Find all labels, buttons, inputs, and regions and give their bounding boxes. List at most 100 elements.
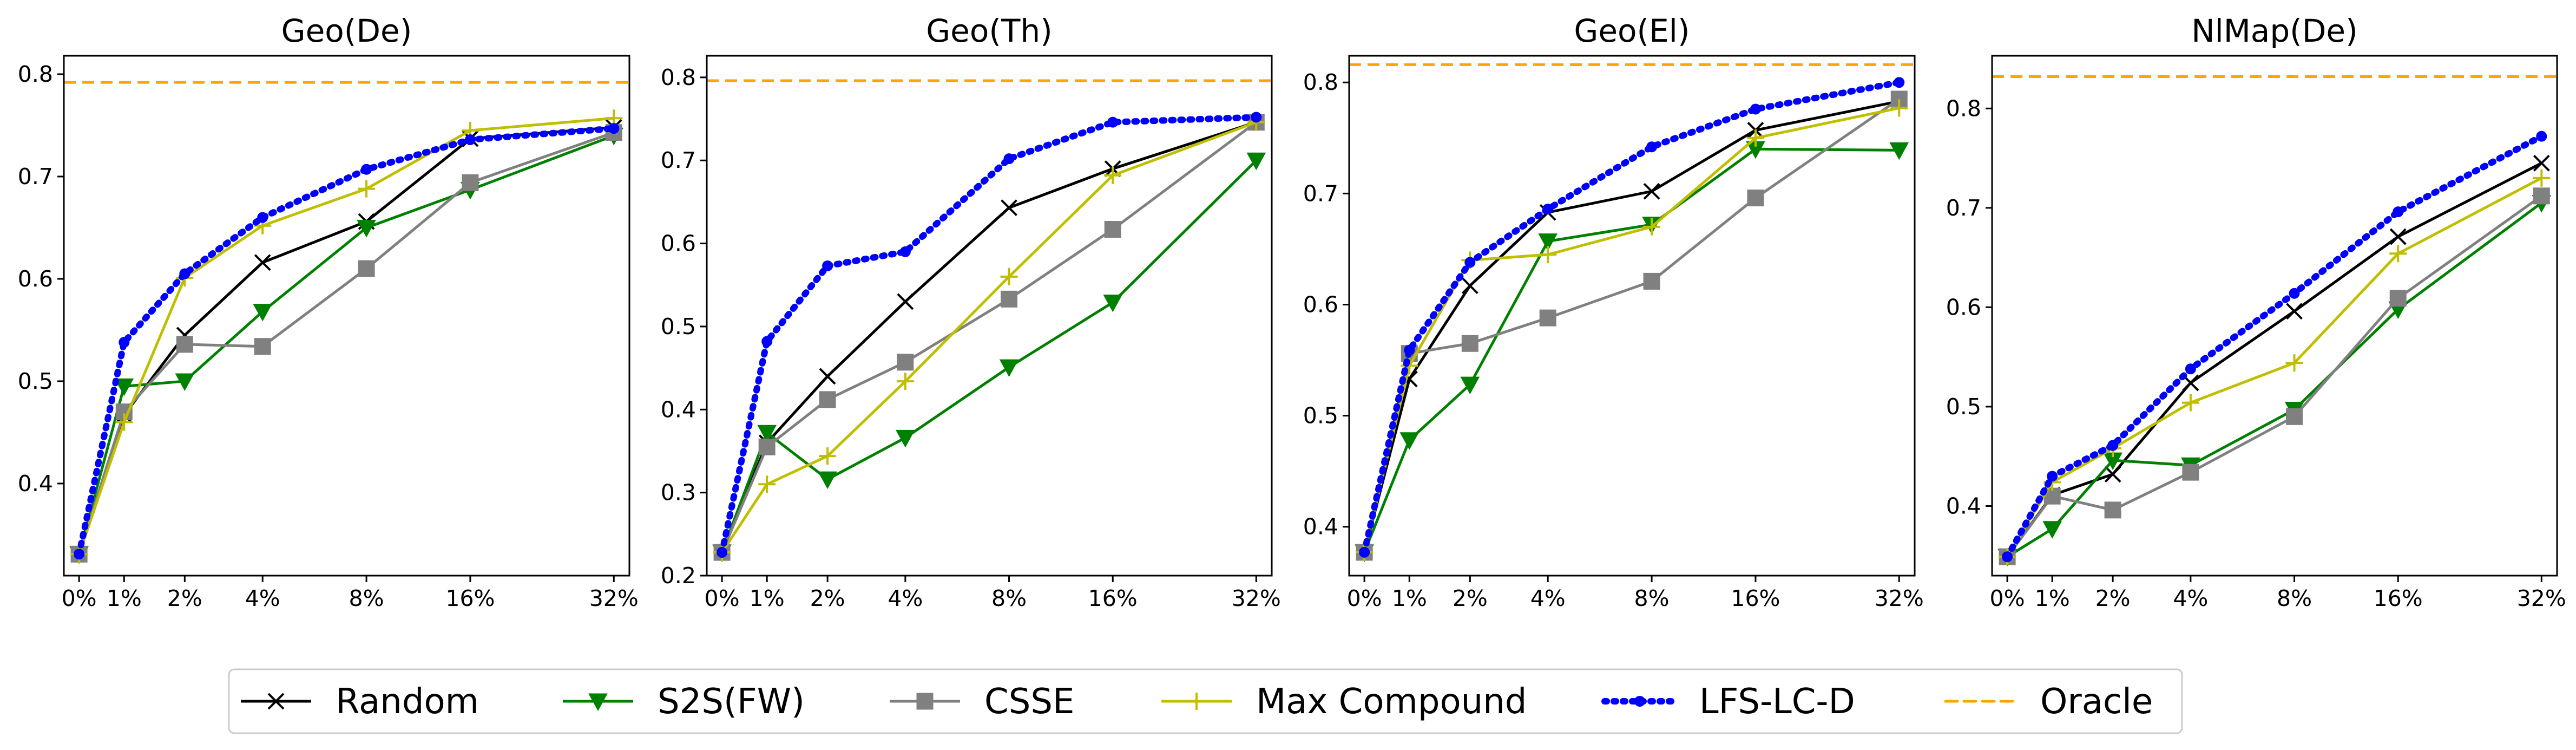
series-lfs-lc-d	[74, 123, 620, 560]
plot-frame	[706, 55, 1273, 577]
series-lfs-lc-d	[717, 112, 1262, 558]
data-point	[2393, 206, 2404, 218]
data-point	[1003, 153, 1015, 165]
data-point	[1461, 335, 1478, 352]
data-point	[175, 373, 195, 391]
data-point	[1538, 233, 1558, 251]
data-point	[758, 475, 776, 493]
data-point	[1643, 272, 1660, 290]
chart-panel-geo-de: Geo(De) 0% 1% 2% 4% 8% 16% 32% 0.4 0.5 0.6 0.7 0.8	[18, 12, 639, 611]
x-tick-label: 8%	[1634, 585, 1670, 611]
data-point	[464, 134, 476, 145]
data-point	[2181, 394, 2199, 412]
x-tick-label: 0%	[62, 585, 97, 611]
data-point	[2533, 187, 2550, 205]
y-axis: 0.2 0.3 0.4 0.5 0.6 0.7 0.8	[661, 64, 707, 589]
y-tick-label: 0.5	[1303, 403, 1338, 429]
data-point	[1460, 376, 1480, 395]
legend-marker	[588, 693, 608, 712]
series-max-compound	[70, 109, 623, 563]
data-point	[2002, 551, 2013, 563]
y-tick-label: 0.5	[18, 368, 53, 394]
x-tick-label: 2%	[167, 585, 202, 611]
y-axis: 0.4 0.5 0.6 0.7 0.8	[1303, 69, 1349, 540]
series-s2s-fw	[69, 127, 624, 564]
series-line	[720, 159, 1258, 553]
data-point	[2185, 363, 2196, 375]
x-axis: 0% 1% 2% 4% 8% 16% 32%	[1990, 576, 2566, 611]
series-line	[77, 116, 614, 555]
series-s2s-fw	[712, 152, 1266, 563]
x-tick-label: 16%	[445, 585, 495, 611]
chart-title: Geo(De)	[281, 12, 412, 49]
data-point	[822, 260, 833, 271]
series-line	[2006, 162, 2542, 558]
legend-label: Max Compound	[1256, 682, 1527, 722]
y-tick-label: 0.4	[18, 471, 53, 497]
data-point	[253, 303, 273, 322]
data-point	[2042, 521, 2062, 539]
series-line	[2006, 194, 2542, 558]
x-tick-label: 4%	[888, 585, 923, 611]
y-tick-label: 0.7	[1946, 195, 1981, 221]
data-point	[1104, 166, 1122, 184]
y-tick-label: 0.8	[1946, 95, 1981, 121]
y-tick-label: 0.3	[661, 480, 696, 506]
series-line	[1363, 100, 1900, 553]
y-tick-label: 0.8	[18, 61, 53, 87]
data-point	[1750, 103, 1761, 115]
x-tick-label: 1%	[2035, 585, 2070, 611]
data-point	[1246, 152, 1266, 171]
data-point	[1894, 77, 1905, 88]
legend-label: LFS-LC-D	[1699, 682, 1855, 722]
x-tick-label: 32%	[589, 585, 639, 611]
data-point	[1461, 277, 1478, 295]
series-s2s-fw	[1355, 141, 1909, 562]
data-point	[1746, 129, 1764, 147]
data-point	[819, 447, 837, 465]
data-point	[1104, 221, 1121, 238]
series-max-compound	[1356, 99, 1908, 561]
y-tick-label: 0.6	[1303, 291, 1338, 317]
data-point	[2107, 440, 2119, 451]
legend-entry-lfs-lc-d: LFS-LC-D	[1601, 682, 1855, 722]
x-tick-label: 1%	[750, 585, 785, 611]
data-point	[254, 338, 271, 355]
x-tick-label: 0%	[1990, 585, 2025, 611]
data-point	[2286, 408, 2303, 425]
series-line	[2004, 133, 2545, 560]
data-point	[179, 268, 190, 279]
data-point	[74, 549, 85, 560]
data-point	[999, 359, 1019, 377]
legend-label: S2S(FW)	[658, 682, 805, 722]
data-point	[761, 336, 773, 347]
data-point	[1103, 294, 1123, 312]
x-axis: 0% 1% 2% 4% 8% 16% 32%	[1347, 576, 1924, 611]
legend-marker	[1188, 693, 1205, 710]
x-axis: 0% 1% 2% 4% 8% 16% 32%	[62, 576, 639, 611]
series-csse	[70, 124, 622, 563]
legend-entry-s2s-fw: S2S(FW)	[563, 682, 805, 722]
data-point	[1747, 190, 1764, 207]
y-tick-label: 0.5	[1946, 394, 1981, 420]
data-point	[2533, 169, 2551, 187]
data-point	[819, 368, 836, 385]
data-point	[1359, 546, 1370, 558]
data-point	[757, 425, 777, 443]
y-tick-label: 0.7	[661, 147, 696, 173]
series-line	[720, 121, 1257, 553]
legend: Random S2S(FW) CSSE Max Compound LFS-LC-D Ora…	[228, 668, 2183, 734]
chart-title: Geo(El)	[1574, 12, 1690, 49]
data-point	[1890, 99, 1908, 117]
data-point	[1404, 344, 1415, 356]
y-axis: 0.4 0.5 0.6 0.7 0.8	[18, 61, 64, 497]
plot-frame	[1348, 55, 1916, 577]
x-tick-label: 32%	[1232, 585, 1281, 611]
data-point	[462, 174, 479, 191]
data-point	[1539, 246, 1557, 264]
data-point	[1542, 204, 1554, 215]
data-point	[2047, 471, 2058, 482]
series-max-compound	[713, 113, 1265, 562]
data-point	[2104, 466, 2121, 483]
y-tick-label: 0.4	[1946, 493, 1981, 519]
